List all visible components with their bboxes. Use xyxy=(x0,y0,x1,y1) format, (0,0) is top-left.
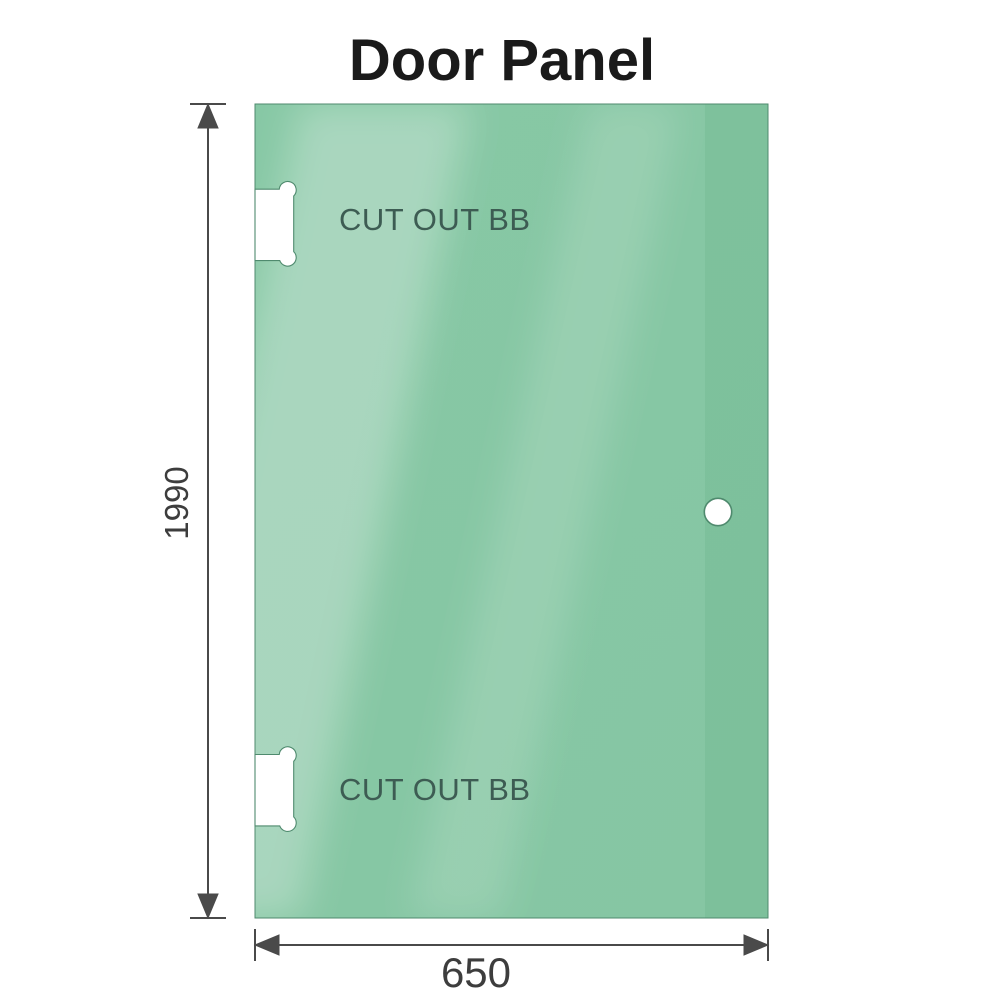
svg-text:CUT OUT BB: CUT OUT BB xyxy=(339,202,531,237)
svg-text:Door Panel: Door Panel xyxy=(349,28,655,93)
svg-text:1990: 1990 xyxy=(158,466,195,539)
svg-text:650: 650 xyxy=(441,949,511,996)
svg-text:CUT OUT BB: CUT OUT BB xyxy=(339,772,531,807)
